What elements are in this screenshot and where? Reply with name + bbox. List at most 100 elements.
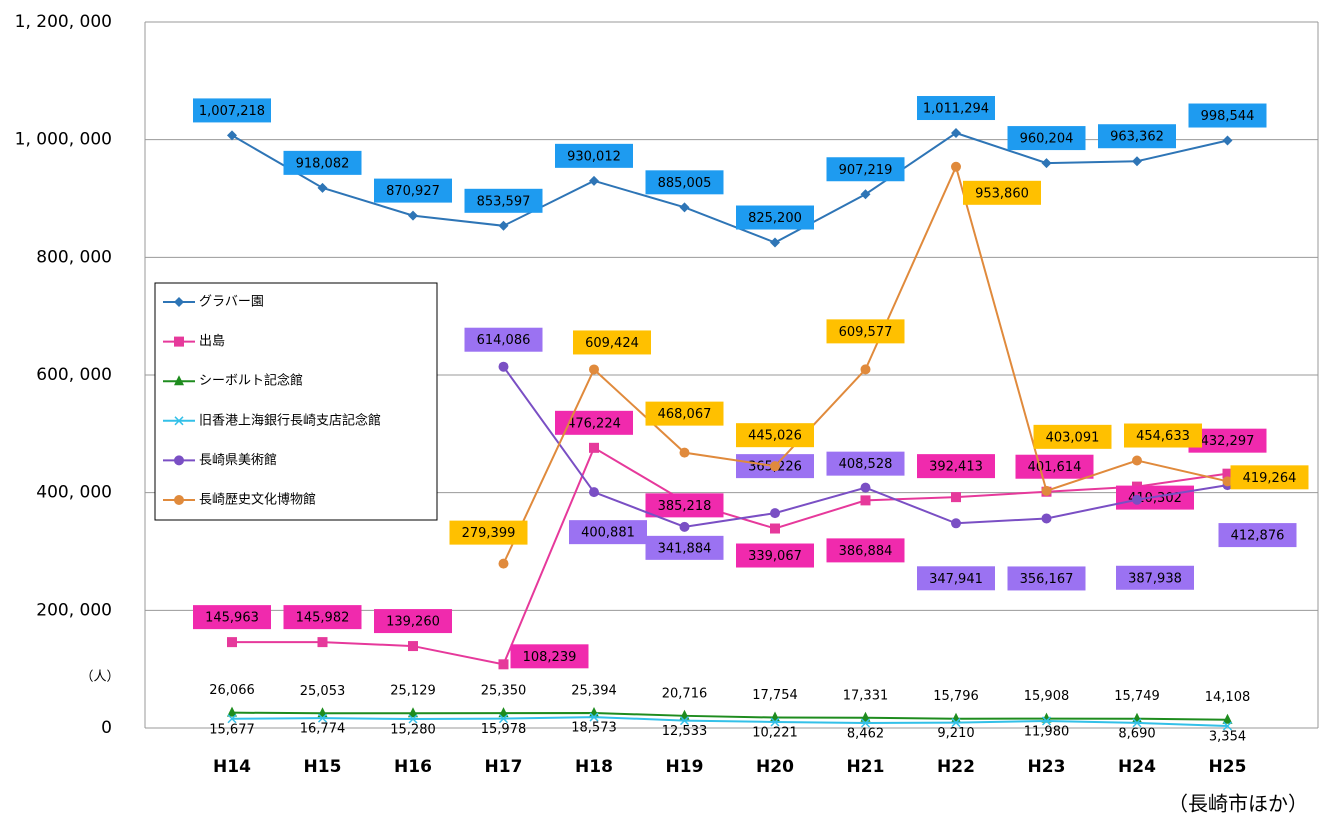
data-point [498, 659, 509, 670]
data-label: 392,413 [929, 460, 983, 475]
data-label-box [1098, 124, 1176, 149]
data-point [589, 442, 599, 453]
data-label: 885,005 [658, 176, 712, 191]
data-label: 25,129 [390, 684, 436, 699]
data-point [1222, 476, 1233, 487]
data-point [860, 495, 871, 506]
data-label-box [645, 535, 724, 560]
data-label: 432,297 [1201, 434, 1255, 449]
x-tick-label: H21 [847, 757, 885, 777]
x-tick-label: H19 [666, 757, 704, 777]
data-label: 20,716 [662, 686, 708, 701]
data-label-box [645, 170, 724, 195]
data-label: 25,350 [481, 684, 527, 699]
data-label: 25,053 [300, 684, 346, 699]
data-label: 15,280 [390, 723, 436, 738]
data-label: 468,067 [658, 407, 712, 422]
data-point [679, 716, 690, 726]
data-point [1041, 158, 1052, 169]
data-label: 1,007,218 [199, 104, 265, 119]
data-label: 408,528 [839, 457, 893, 472]
data-point [679, 521, 690, 532]
data-point [770, 237, 780, 248]
data-label: 963,362 [1110, 130, 1164, 145]
data-label: 9,210 [937, 726, 974, 741]
data-point [408, 714, 418, 724]
data-label-box [374, 609, 452, 634]
data-label-box [464, 327, 543, 352]
data-label-box [826, 319, 905, 344]
data-point [860, 364, 871, 375]
data-label: 825,200 [748, 211, 802, 226]
data-label: 15,908 [1024, 689, 1070, 704]
data-label-box [917, 566, 995, 591]
data-label-box [555, 143, 633, 168]
x-tick-label: H16 [394, 757, 432, 777]
data-point [1222, 713, 1233, 724]
data-label-box [826, 538, 905, 563]
data-point [408, 641, 418, 652]
data-label: 10,221 [752, 725, 798, 740]
data-label: 401,614 [1028, 460, 1082, 475]
y-tick-label: 1, 000, 000 [15, 130, 112, 150]
legend-label: 長崎歴史文化博物館 [199, 493, 316, 508]
data-point [770, 461, 780, 472]
data-point [860, 718, 871, 728]
legend-marker [174, 455, 184, 466]
data-label: 15,978 [481, 722, 527, 737]
data-point [951, 518, 961, 529]
data-point [589, 712, 599, 722]
data-label: 26,066 [209, 683, 255, 698]
y-tick-label: 1, 200, 000 [15, 12, 112, 32]
legend-marker [174, 336, 184, 347]
data-label-box [193, 605, 271, 630]
data-label-box [645, 493, 724, 518]
data-label: 108,239 [523, 650, 577, 665]
legend-marker [174, 416, 184, 426]
data-point [1041, 513, 1052, 524]
data-label: 145,982 [296, 611, 350, 626]
data-label-box [826, 451, 905, 476]
x-tick-label: H25 [1209, 757, 1247, 777]
data-label-box [1007, 126, 1086, 151]
data-point [1132, 494, 1142, 505]
data-point [317, 713, 328, 723]
data-label: 1,011,294 [923, 102, 989, 117]
series-line [231, 716, 1228, 728]
unit-label: （人） [80, 670, 119, 685]
data-label: 953,860 [975, 186, 1029, 201]
data-label: 400,881 [581, 526, 635, 541]
data-point [1222, 721, 1233, 731]
y-tick-label: 400, 000 [36, 483, 112, 503]
data-label: 14,108 [1205, 690, 1251, 705]
legend-label: シーボルト記念館 [199, 373, 303, 389]
data-point [589, 364, 599, 375]
data-point [1041, 485, 1052, 496]
data-label: 356,167 [1020, 572, 1074, 587]
data-point [589, 487, 599, 498]
data-label: 960,204 [1020, 132, 1074, 147]
data-label: 15,749 [1114, 689, 1160, 704]
legend-label: 出島 [199, 334, 225, 349]
data-label: 18,573 [571, 721, 617, 736]
data-label: 419,264 [1243, 471, 1297, 486]
data-point [589, 175, 599, 186]
data-label-box [963, 180, 1041, 205]
data-label: 445,026 [748, 429, 802, 444]
data-label-box [510, 644, 589, 669]
data-point [1132, 156, 1142, 167]
data-label: 476,224 [567, 416, 621, 431]
x-tick-label: H22 [937, 757, 975, 777]
data-label-box [1033, 424, 1112, 449]
data-label-box [449, 520, 528, 545]
data-point [1132, 718, 1142, 728]
data-point [498, 220, 509, 231]
legend-marker [174, 297, 184, 307]
data-label-box [1116, 565, 1194, 590]
legend-label: 長崎県美術館 [199, 453, 277, 468]
data-label: 387,938 [1128, 571, 1182, 586]
data-label: 403,091 [1046, 430, 1100, 445]
data-label-box [555, 410, 633, 435]
x-tick-label: H15 [304, 757, 342, 777]
